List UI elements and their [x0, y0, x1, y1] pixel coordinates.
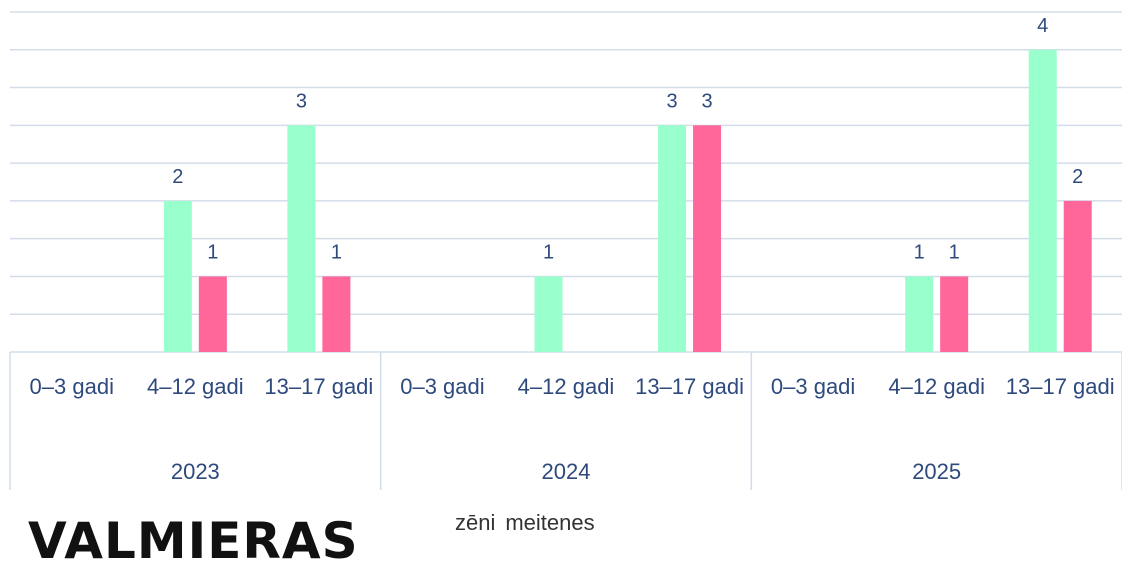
data-label: 2	[172, 166, 183, 188]
group-label: 2023	[171, 459, 220, 484]
x-tick-label: 13–17 gadi	[635, 374, 744, 399]
data-label: 1	[331, 241, 342, 263]
data-label: 3	[701, 90, 712, 112]
x-tick-label: 13–17 gadi	[264, 374, 374, 399]
legend: zēni meitenes	[455, 510, 595, 536]
x-tick-label: 0–3 gadi	[400, 374, 485, 399]
bar	[534, 276, 563, 352]
data-label: 4	[1037, 15, 1048, 37]
bar	[693, 125, 722, 352]
x-tick-label: 0–3 gadi	[770, 374, 856, 399]
logo: VALMIERAS	[28, 512, 359, 570]
x-tick-label: 4–12 gadi	[517, 374, 615, 399]
data-label: 3	[666, 90, 677, 112]
bar	[163, 200, 192, 352]
data-label: 1	[207, 241, 218, 263]
data-label: 1	[914, 241, 925, 263]
legend-item: zēni	[455, 510, 495, 536]
bar	[1063, 200, 1092, 352]
x-tick-label: 13–17 gadi	[1005, 374, 1115, 399]
x-tick-label: 4–12 gadi	[888, 374, 985, 399]
group-label: 2024	[542, 459, 591, 484]
legend-item: meitenes	[505, 510, 594, 536]
x-tick-label: 4–12 gadi	[147, 374, 244, 399]
data-label: 3	[296, 90, 307, 112]
bar	[658, 125, 687, 352]
bar	[1028, 49, 1057, 353]
page: {"chart_data": {"type": "bar", "categori…	[9, 11, 1122, 570]
legend-label: meitenes	[505, 510, 595, 535]
data-label: 1	[543, 241, 554, 263]
bar	[940, 276, 969, 352]
data-label: 2	[1072, 166, 1083, 188]
legend-label: zēni	[455, 510, 496, 535]
bar	[198, 276, 227, 352]
x-tick-label: 0–3 gadi	[29, 374, 114, 399]
data-label: 1	[949, 241, 960, 263]
bar	[905, 276, 934, 352]
chart: 2023 2024 2025 2 1 3 1 1 3 3 1 1 4 2	[9, 11, 1122, 490]
bar	[322, 276, 351, 352]
bar	[287, 125, 316, 352]
group-label: 2025	[912, 459, 961, 484]
